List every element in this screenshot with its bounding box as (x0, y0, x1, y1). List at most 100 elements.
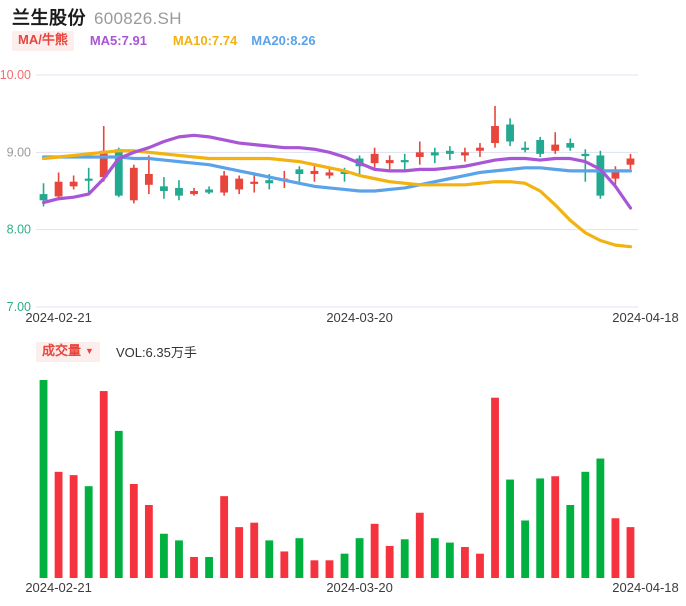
price-chart-panel[interactable]: 10.00 9.00 8.00 7.00 2024-02-21 2024-03-20 202… (0, 60, 686, 325)
candle-body (325, 172, 334, 176)
candle-body (491, 126, 499, 144)
candle-body (611, 172, 620, 179)
candle-body (521, 147, 530, 150)
candle-body (566, 143, 575, 148)
indicator-selector-ma[interactable]: MA/牛熊 (12, 31, 74, 51)
candle-body (84, 178, 93, 181)
volume-chart-panel[interactable]: 2024-02-21 2024-03-20 2024-04-18 (0, 336, 686, 606)
volume-bar (129, 483, 138, 578)
volume-bar (99, 391, 108, 578)
candle-body (551, 144, 560, 151)
y-axis-tick-label: 7.00 (7, 300, 31, 314)
legend-ma5-value: MA5:7.91 (89, 33, 147, 49)
indicator-selector-volume[interactable]: 成交量 ▼ (36, 342, 100, 362)
x-axis-tick-label: 2024-02-21 (25, 310, 92, 325)
ma20-line (41, 155, 633, 193)
candle-body (250, 181, 259, 184)
volume-bar (54, 471, 63, 578)
volume-bar (295, 538, 304, 578)
candle-body (370, 153, 379, 164)
volume-bar (235, 527, 244, 578)
candle-body (626, 158, 635, 165)
volume-bar (506, 479, 514, 578)
volume-bar (491, 397, 499, 578)
candle-body (129, 167, 138, 201)
x-axis-tick-label: 2024-02-21 (25, 580, 92, 595)
volume-value-label: VOL:6.35万手 (115, 345, 197, 361)
candle-body (99, 150, 108, 178)
stock-code: 600826.SH (94, 9, 182, 28)
y-axis-tick-label: 10.00 (0, 68, 31, 82)
volume-header: 成交量 ▼ VOL:6.35万手 (36, 342, 197, 362)
x-axis-tick-label: 2024-03-20 (326, 310, 393, 325)
candle-body (476, 147, 484, 151)
candle-body (461, 152, 469, 156)
volume-bar (445, 542, 454, 578)
candle-body (69, 181, 78, 187)
candle-body (310, 170, 319, 174)
volume-bar (581, 471, 590, 578)
candle-body (596, 155, 605, 196)
candle-body (160, 186, 168, 191)
candle-body (114, 149, 123, 196)
candle-body (430, 152, 439, 156)
ma5-line (41, 133, 633, 210)
volume-bar (430, 538, 439, 578)
chart-header: 兰生股份 600826.SH (12, 4, 182, 30)
volume-bar (114, 430, 123, 578)
volume-bar (400, 539, 409, 578)
volume-bar (476, 553, 484, 578)
volume-bar (536, 478, 545, 578)
candle-body (265, 180, 274, 184)
volume-bar (370, 523, 379, 578)
volume-badge-label: 成交量 (42, 343, 82, 358)
x-axis-tick-label: 2024-04-18 (612, 580, 679, 595)
volume-bar (175, 540, 183, 578)
volume-bar (415, 512, 424, 578)
volume-bar (220, 496, 229, 578)
volume-bar (551, 476, 560, 578)
volume-bar-chart[interactable]: 2024-02-21 2024-03-20 2024-04-18 (0, 336, 686, 606)
candle-body (205, 189, 213, 193)
candle-body (190, 191, 198, 195)
legend-ma10-value: MA10:7.74 (172, 33, 238, 49)
y-axis-tick-label: 8.00 (7, 223, 31, 237)
legend-ma20-value: MA20:8.26 (251, 33, 316, 49)
candle-body (175, 187, 183, 196)
volume-bar (160, 533, 168, 578)
candle-body (144, 173, 153, 185)
candle-body (506, 124, 514, 142)
volume-bar (144, 504, 153, 578)
candle-body (400, 160, 409, 163)
volume-bar (461, 547, 469, 578)
volume-bar (69, 475, 78, 578)
volume-bar (385, 545, 394, 578)
chevron-down-icon: ▼ (85, 345, 94, 356)
candle-body (385, 160, 394, 164)
volume-bar (596, 458, 605, 578)
candle-body (536, 139, 545, 154)
ma-legend: MA/牛熊 MA5:7.91 MA10:7.74 MA20:8.26 (12, 31, 316, 51)
volume-bar (626, 527, 635, 578)
volume-bar (340, 553, 349, 578)
volume-bar (190, 556, 198, 578)
volume-bar (84, 486, 93, 578)
candle-body (581, 153, 590, 157)
volume-bar (611, 518, 620, 578)
page-title: 兰生股份 (12, 8, 86, 28)
volume-bar (310, 560, 319, 578)
y-axis-tick-label: 9.00 (7, 145, 31, 159)
candle-body (220, 175, 229, 193)
x-axis-tick-label: 2024-03-20 (326, 580, 393, 595)
volume-bar (566, 504, 575, 578)
volume-bar (325, 560, 334, 578)
volume-bar (355, 538, 364, 578)
candle-body (235, 178, 244, 190)
candle-body (445, 150, 454, 154)
volume-bar (39, 380, 48, 578)
candle-body (54, 181, 63, 197)
candle-body (415, 152, 424, 157)
x-axis-tick-label: 2024-04-18 (612, 310, 679, 325)
